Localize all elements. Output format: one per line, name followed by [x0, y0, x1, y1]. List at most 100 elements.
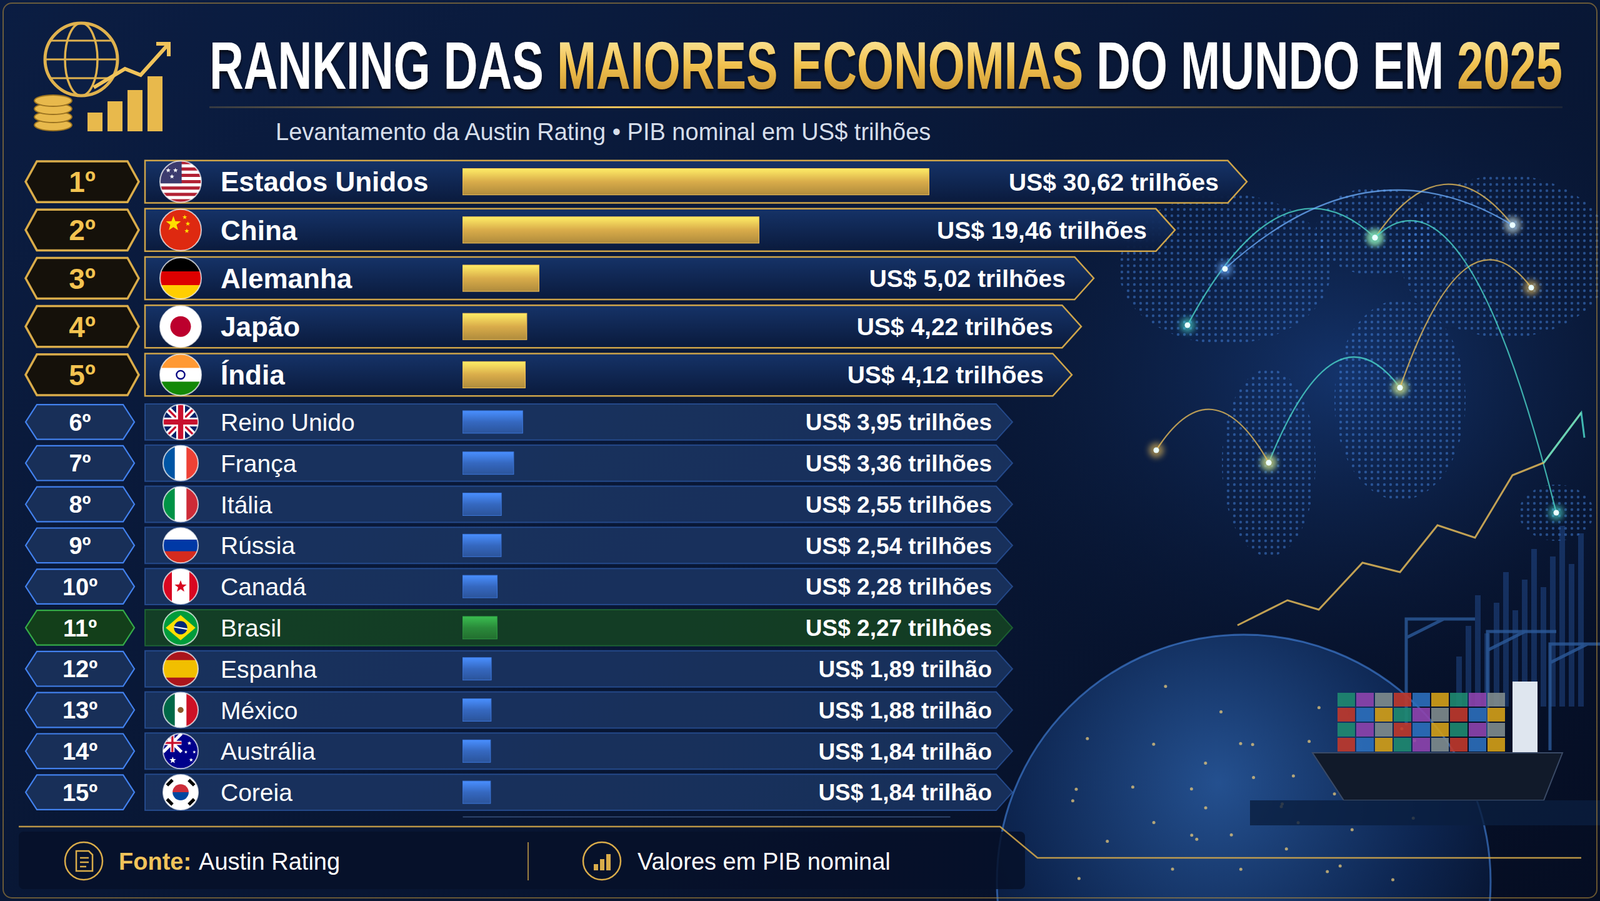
background-candle — [1559, 525, 1565, 707]
container — [1412, 722, 1430, 737]
network-glow — [1180, 317, 1195, 333]
title-word: DAS — [443, 28, 557, 104]
category-label: Japão — [220, 311, 300, 342]
city-light — [1105, 839, 1109, 843]
city-light — [1333, 791, 1337, 795]
flag-detail — [182, 214, 188, 219]
chart-root: RANKING DAS MAIORES ECONOMIAS DO MUNDO E… — [0, 0, 1600, 901]
rank-label: 4º — [68, 310, 96, 344]
rank-badge — [25, 774, 135, 810]
icon-bar — [147, 76, 163, 132]
flag — [160, 209, 202, 252]
network-glow — [1261, 455, 1277, 470]
container — [1450, 692, 1468, 707]
data-label: US$ 1,84 trilhão — [818, 779, 992, 805]
network-node — [1372, 235, 1379, 241]
city-light — [1152, 820, 1156, 824]
flag-stripe — [160, 189, 202, 194]
flag-rim — [163, 568, 199, 604]
city-light — [1219, 710, 1223, 714]
trend-line — [1237, 412, 1582, 625]
network-arc — [1400, 259, 1532, 388]
flag-detail — [187, 778, 195, 787]
flag-rim — [160, 209, 202, 251]
note-icon — [583, 841, 621, 880]
flag-rim — [163, 774, 199, 810]
container — [1393, 692, 1412, 707]
icon-coin — [34, 95, 72, 107]
map-dots — [1518, 484, 1594, 541]
network-arc — [1156, 409, 1269, 463]
category-label: Espanha — [220, 655, 317, 683]
flag-stripe — [160, 186, 202, 190]
flag-body — [160, 305, 202, 348]
crane — [1550, 643, 1600, 750]
network-node — [1397, 385, 1404, 391]
row-background — [145, 208, 1175, 252]
rank-label: 10º — [62, 573, 98, 600]
flag-stripe — [160, 257, 202, 272]
flag-detail — [184, 228, 190, 233]
flag-detail — [172, 791, 189, 800]
rank-label: 13º — [62, 696, 98, 724]
flag-body — [163, 527, 199, 564]
category-label: Itália — [220, 491, 273, 519]
city-light — [1190, 786, 1194, 790]
network-glow — [1148, 442, 1164, 458]
flag-detail — [166, 215, 182, 230]
source: Fonte:Austin Rating — [118, 848, 340, 875]
data-label: US$ 2,27 trilhões — [805, 615, 992, 641]
flag-detail — [172, 783, 189, 792]
network-glow — [1392, 380, 1408, 395]
container — [1431, 707, 1449, 722]
icon-parallel — [50, 77, 112, 80]
flag-rim — [163, 651, 199, 687]
container — [1337, 707, 1355, 722]
flag-detail — [173, 620, 187, 634]
flag-detail — [185, 221, 191, 226]
container — [1487, 692, 1505, 707]
flag-body — [163, 568, 199, 604]
row-background — [145, 445, 1013, 482]
category-label: Austrália — [220, 737, 316, 765]
network-node — [1510, 222, 1516, 229]
rank-badge — [25, 733, 135, 769]
city-light — [1239, 867, 1243, 871]
source-label: Fonte: — [118, 848, 192, 875]
network-arc — [1375, 184, 1513, 238]
flag-body — [163, 651, 199, 687]
rows: 1ºEstados Unidos2ºChina3ºAlemanha4ºJapão… — [25, 160, 1247, 810]
flag-detail — [184, 750, 188, 754]
network-glow — [1548, 505, 1564, 520]
container — [1393, 737, 1412, 752]
category-label: Alemanha — [220, 263, 353, 294]
row-background — [145, 305, 1082, 348]
flag-stripe — [163, 404, 199, 440]
flag-detail — [169, 173, 175, 179]
rank-badge — [25, 568, 135, 604]
data-label: US$ 1,89 trilhão — [818, 656, 992, 682]
crane — [1406, 618, 1475, 725]
flag — [160, 353, 202, 396]
flag-body — [163, 404, 199, 440]
city-light — [1317, 705, 1321, 709]
container — [1412, 692, 1430, 707]
flag-stripe — [163, 610, 199, 646]
city-light — [1195, 837, 1199, 841]
source-icon — [65, 841, 103, 880]
x-axis — [463, 816, 951, 817]
note-icon-bar — [593, 863, 599, 870]
city-light — [1190, 833, 1194, 837]
flag-rim — [163, 692, 199, 728]
frame — [3, 3, 1597, 898]
flag-rim — [160, 353, 202, 395]
data-label: US$ 2,55 trilhões — [805, 491, 992, 518]
rank-label: 3º — [68, 262, 96, 295]
network-node — [1222, 266, 1229, 272]
flag — [163, 527, 199, 564]
bar — [462, 451, 514, 475]
flag-detail — [163, 404, 199, 440]
flag-stripe — [175, 692, 187, 728]
flag-detail — [163, 404, 199, 440]
flag-stripe — [160, 271, 202, 286]
